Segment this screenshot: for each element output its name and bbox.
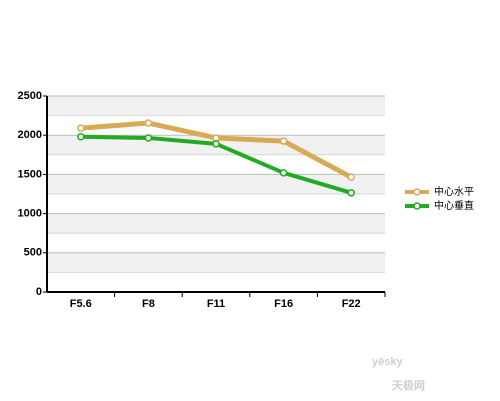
legend-marker [413, 202, 421, 210]
x-tick-label: F8 [142, 298, 155, 310]
x-tick-label: F16 [274, 298, 293, 310]
legend-label: 中心水平 [434, 185, 474, 198]
grid-band [47, 213, 385, 234]
grid-band [47, 96, 385, 116]
data-point [77, 133, 85, 141]
x-tick-label: F11 [207, 298, 225, 310]
grid-band [47, 174, 385, 194]
data-point [347, 189, 355, 197]
data-point [144, 134, 153, 142]
data-point [279, 169, 288, 177]
data-point [212, 134, 220, 142]
data-point [77, 124, 85, 132]
y-tick-label: 2000 [18, 129, 42, 141]
watermark-brand: yësky [372, 356, 403, 368]
data-point [212, 140, 220, 148]
y-tick-label: 1500 [18, 168, 42, 180]
y-tick-label: 1000 [18, 208, 42, 220]
data-point [144, 119, 153, 127]
legend-marker [413, 188, 421, 196]
grid-band [47, 252, 385, 273]
x-tick-label: F5.6 [70, 298, 92, 310]
y-tick-label: 0 [36, 286, 42, 298]
data-point [347, 173, 355, 181]
y-tick-label: 2500 [18, 90, 42, 102]
watermark-name: 天极网 [392, 378, 425, 392]
y-tick-label: 500 [24, 247, 42, 259]
x-tick-label: F22 [342, 298, 361, 310]
data-point [279, 137, 288, 145]
legend-label: 中心垂直 [434, 199, 474, 212]
